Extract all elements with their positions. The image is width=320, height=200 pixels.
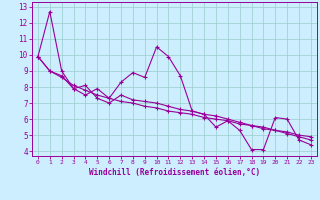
X-axis label: Windchill (Refroidissement éolien,°C): Windchill (Refroidissement éolien,°C) (89, 168, 260, 177)
